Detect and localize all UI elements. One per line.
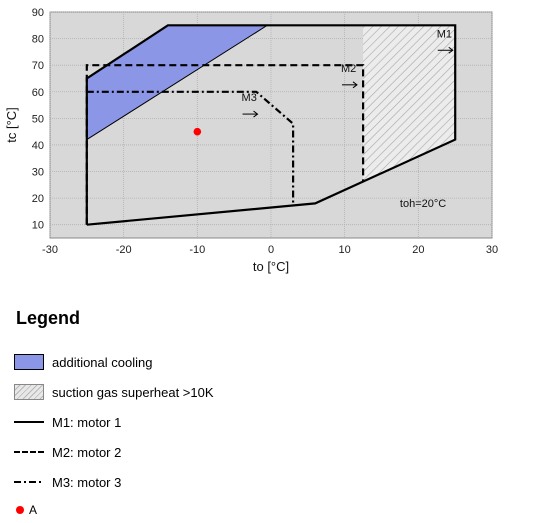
legend-item-m2: M2: motor 2 bbox=[14, 437, 414, 467]
legend-item-suction-gas-superheat: suction gas superheat >10K bbox=[14, 377, 414, 407]
x-tick-label: -10 bbox=[189, 244, 205, 256]
legend-label: M3: motor 3 bbox=[52, 474, 122, 490]
motor-label-m3: M3 bbox=[242, 92, 257, 104]
y-axis-label: tc [°C] bbox=[4, 107, 19, 143]
superheat-region bbox=[363, 25, 456, 183]
legend-item-m1: M1: motor 1 bbox=[14, 407, 414, 437]
series-m3-line bbox=[86, 90, 295, 204]
y-tick-label: 10 bbox=[32, 220, 44, 232]
legend: Legend additional cooling suction gas su… bbox=[14, 308, 414, 523]
legend-item-m3: M3: motor 3 bbox=[14, 467, 414, 497]
y-tick-label: 20 bbox=[32, 193, 44, 205]
hatch-swatch bbox=[14, 384, 44, 400]
motor-label-m2: M2 bbox=[341, 63, 356, 75]
y-tick-label: 40 bbox=[32, 140, 44, 152]
toh-annotation: toh=20°C bbox=[400, 198, 446, 210]
legend-label: A bbox=[29, 503, 38, 517]
dashdot-line-swatch bbox=[14, 481, 44, 483]
legend-label: M2: motor 2 bbox=[52, 444, 122, 460]
legend-label: suction gas superheat >10K bbox=[52, 384, 214, 400]
legend-label: M1: motor 1 bbox=[52, 414, 122, 430]
arrow-head-icon bbox=[448, 46, 454, 54]
x-axis-label: to [°C] bbox=[253, 259, 289, 274]
additional-cooling-swatch bbox=[14, 354, 44, 370]
y-tick-label: 70 bbox=[32, 60, 44, 72]
y-tick-label: 50 bbox=[32, 113, 44, 125]
x-tick-label: 20 bbox=[412, 244, 424, 256]
series-m2-line bbox=[85, 64, 365, 225]
solid-line-swatch bbox=[14, 421, 44, 423]
x-tick-label: 0 bbox=[268, 244, 274, 256]
legend-label: additional cooling bbox=[52, 354, 153, 370]
legend-title: Legend bbox=[16, 308, 81, 328]
legend-item-a: A bbox=[14, 497, 414, 523]
operating-envelope-chart: M1 M2 M3 -30 -20 -10 0 10 20 30 10 20 30 40 50 60 70 80 9… bbox=[4, 7, 498, 274]
motor-label-m1: M1 bbox=[437, 28, 452, 40]
y-tick-label: 90 bbox=[32, 7, 44, 19]
x-tick-label: -30 bbox=[42, 244, 58, 256]
x-tick-label: -20 bbox=[116, 244, 132, 256]
y-tick-label: 80 bbox=[32, 34, 44, 46]
x-tick-label: 10 bbox=[339, 244, 351, 256]
red-dot-icon bbox=[16, 506, 24, 514]
dashed-line-swatch bbox=[14, 451, 44, 453]
arrow-head-icon bbox=[253, 110, 259, 118]
y-tick-label: 30 bbox=[32, 167, 44, 179]
y-tick-label: 60 bbox=[32, 87, 44, 99]
point-a bbox=[193, 127, 202, 136]
legend-item-additional-cooling: additional cooling bbox=[14, 347, 414, 377]
arrow-head-icon bbox=[352, 81, 358, 89]
x-tick-label: 30 bbox=[486, 244, 498, 256]
